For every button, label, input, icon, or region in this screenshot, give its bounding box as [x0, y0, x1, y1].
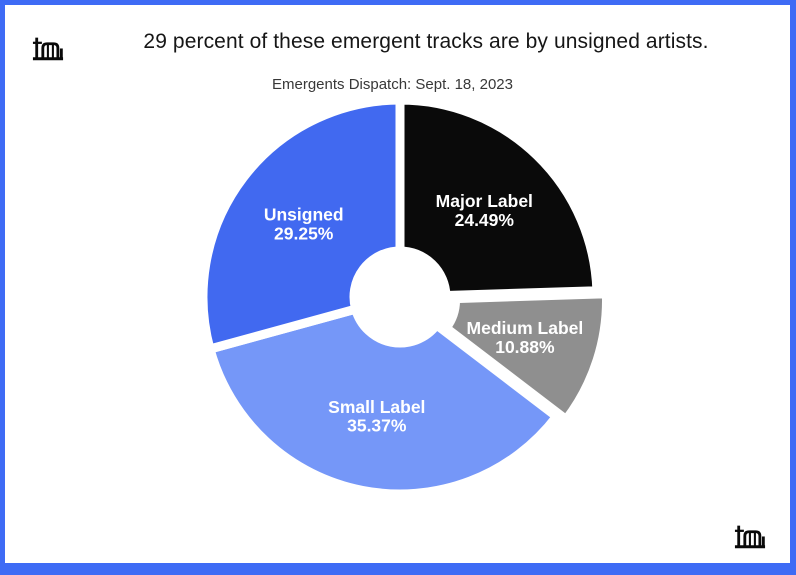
donut-chart-svg: Major Label 24.49% Medium Label 10.88% Small…: [198, 95, 611, 499]
pie-slice-medium-label[interactable]: [441, 289, 611, 425]
brand-logo-icon: [734, 523, 766, 549]
chart-title: 29 percent of these emergent tracks are …: [143, 30, 709, 53]
pie-slice-small-label[interactable]: [205, 304, 562, 499]
donut-chart: Major Label 24.49% Medium Label 10.88% Small…: [190, 86, 611, 506]
pie-slice-major-label[interactable]: [395, 95, 602, 301]
gate-bars-icon: [734, 525, 766, 549]
pie-slice-label: Major Label 24.49%: [436, 191, 533, 230]
pie-slice-label: Unsigned 29.25%: [264, 204, 344, 243]
pie-slice-unsigned[interactable]: [198, 95, 405, 354]
brand-logo-icon: [32, 35, 64, 61]
pie-slice-label: Medium Label 10.88%: [467, 318, 584, 357]
gate-bars-icon: [32, 37, 64, 61]
chart-subtitle: Emergents Dispatch: Sept. 18, 2023: [272, 76, 513, 93]
pie-slice-label: Small Label 35.37%: [328, 397, 425, 436]
